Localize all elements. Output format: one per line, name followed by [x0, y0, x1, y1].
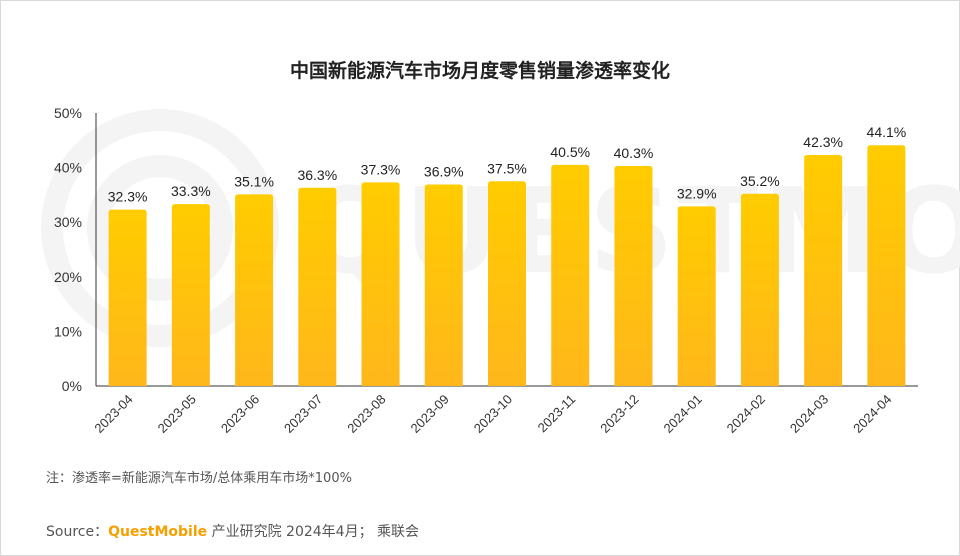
- bar: [424, 184, 463, 386]
- data-label: 32.9%: [677, 185, 717, 201]
- x-tick-label: 2023-06: [218, 392, 262, 436]
- y-tick-label: 10%: [54, 323, 82, 339]
- x-tick-label: 2024-01: [660, 392, 704, 436]
- x-tick-label: 2023-07: [281, 392, 325, 436]
- x-tick-label: 2024-04: [850, 392, 894, 436]
- x-tick-label: 2024-03: [787, 392, 831, 436]
- footnote: 注：渗透率=新能源汽车市场/总体乘用车市场*100%: [46, 471, 352, 486]
- x-tick-label: 2023-11: [535, 392, 579, 436]
- watermark-inner-ring-icon: [87, 155, 233, 301]
- x-tick-label: 2023-04: [91, 392, 135, 436]
- bar: [740, 193, 779, 386]
- bar: [171, 204, 210, 386]
- bar: [361, 182, 400, 386]
- data-label: 44.1%: [867, 124, 907, 140]
- data-label: 42.3%: [803, 134, 843, 150]
- bar: [804, 155, 843, 386]
- bar: [614, 165, 653, 386]
- bar: [867, 145, 906, 386]
- source-suffix: 产业研究院 2024年4月； 乘联会: [207, 524, 420, 540]
- bar: [677, 206, 716, 386]
- data-label: 35.2%: [740, 173, 780, 189]
- data-label: 36.3%: [297, 167, 337, 183]
- data-label: 36.9%: [424, 164, 464, 180]
- x-tick-label: 2023-10: [471, 392, 515, 436]
- data-label: 37.3%: [361, 161, 401, 177]
- y-tick-label: 40%: [54, 160, 82, 176]
- bar: [298, 187, 337, 386]
- data-label: 32.3%: [108, 189, 148, 205]
- x-tick-label: 2023-05: [155, 392, 199, 436]
- bar: [235, 194, 274, 386]
- data-label: 35.1%: [234, 173, 274, 189]
- y-tick-label: 20%: [54, 269, 82, 285]
- source-brand: QuestMobile: [108, 524, 208, 540]
- data-label: 40.5%: [550, 144, 590, 160]
- bar: [488, 181, 526, 386]
- data-label: 37.5%: [487, 160, 527, 176]
- y-tick-label: 50%: [54, 105, 82, 121]
- data-label: 40.3%: [614, 145, 654, 161]
- source-prefix: Source：: [46, 524, 109, 540]
- y-tick-label: 30%: [54, 214, 82, 230]
- bar: [108, 209, 147, 386]
- bar: [551, 164, 590, 386]
- data-label: 33.3%: [171, 183, 211, 199]
- source-line: Source：QuestMobile 产业研究院 2024年4月； 乘联会: [46, 521, 419, 541]
- x-tick-label: 2023-12: [597, 392, 641, 436]
- x-tick-label: 2023-09: [408, 392, 452, 436]
- y-tick-label: 0%: [62, 378, 82, 394]
- x-tick-label: 2023-08: [344, 392, 388, 436]
- chart-title: 中国新能源汽车市场月度零售销量渗透率变化: [289, 60, 670, 82]
- x-tick-label: 2024-02: [724, 392, 768, 436]
